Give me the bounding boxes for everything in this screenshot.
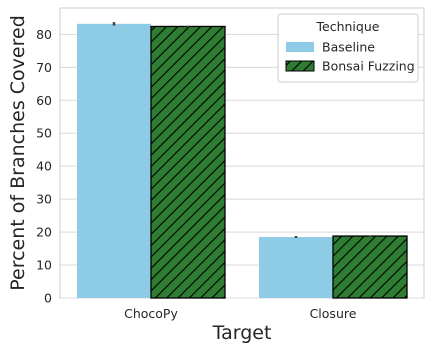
bar-bonsai-fuzzing-closure <box>332 235 408 299</box>
y-tick-label: 60 <box>36 93 52 108</box>
error-bars <box>112 22 372 239</box>
y-axis-ticks: 0 10 20 30 40 50 60 70 80 <box>36 27 52 306</box>
x-tick-label: ChocoPy <box>124 306 178 321</box>
legend-label: Baseline <box>322 40 375 55</box>
x-axis-title: Target <box>212 322 272 343</box>
x-tick-label: Closure <box>310 306 357 321</box>
y-tick-label: 30 <box>36 192 52 207</box>
legend: Technique Baseline Bonsai Fuzzing <box>277 13 419 83</box>
bar-bonsai-fuzzing-chocopy <box>150 25 226 299</box>
legend-swatch-bonsai-fuzzing <box>285 60 315 72</box>
legend-swatch-baseline <box>286 42 314 52</box>
legend-items: Baseline Bonsai Fuzzing <box>285 40 415 74</box>
y-tick-label: 40 <box>36 159 52 174</box>
y-tick-label: 80 <box>36 27 52 42</box>
legend-title: Technique <box>316 19 380 34</box>
bar-baseline-closure <box>259 237 333 298</box>
y-tick-label: 70 <box>36 60 52 75</box>
plot-area: 0 10 20 30 40 50 60 70 80 ChocoPy Closure <box>36 7 425 321</box>
y-axis-title: Percent of Branches Covered <box>7 15 29 291</box>
bar-baseline-chocopy <box>77 23 151 299</box>
y-tick-label: 0 <box>44 291 52 306</box>
y-tick-label: 50 <box>36 126 52 141</box>
bars <box>77 23 408 299</box>
legend-label: Bonsai Fuzzing <box>322 59 415 74</box>
y-tick-label: 20 <box>36 225 52 240</box>
y-tick-label: 10 <box>36 258 52 273</box>
x-axis-ticks: ChocoPy Closure <box>124 306 357 321</box>
